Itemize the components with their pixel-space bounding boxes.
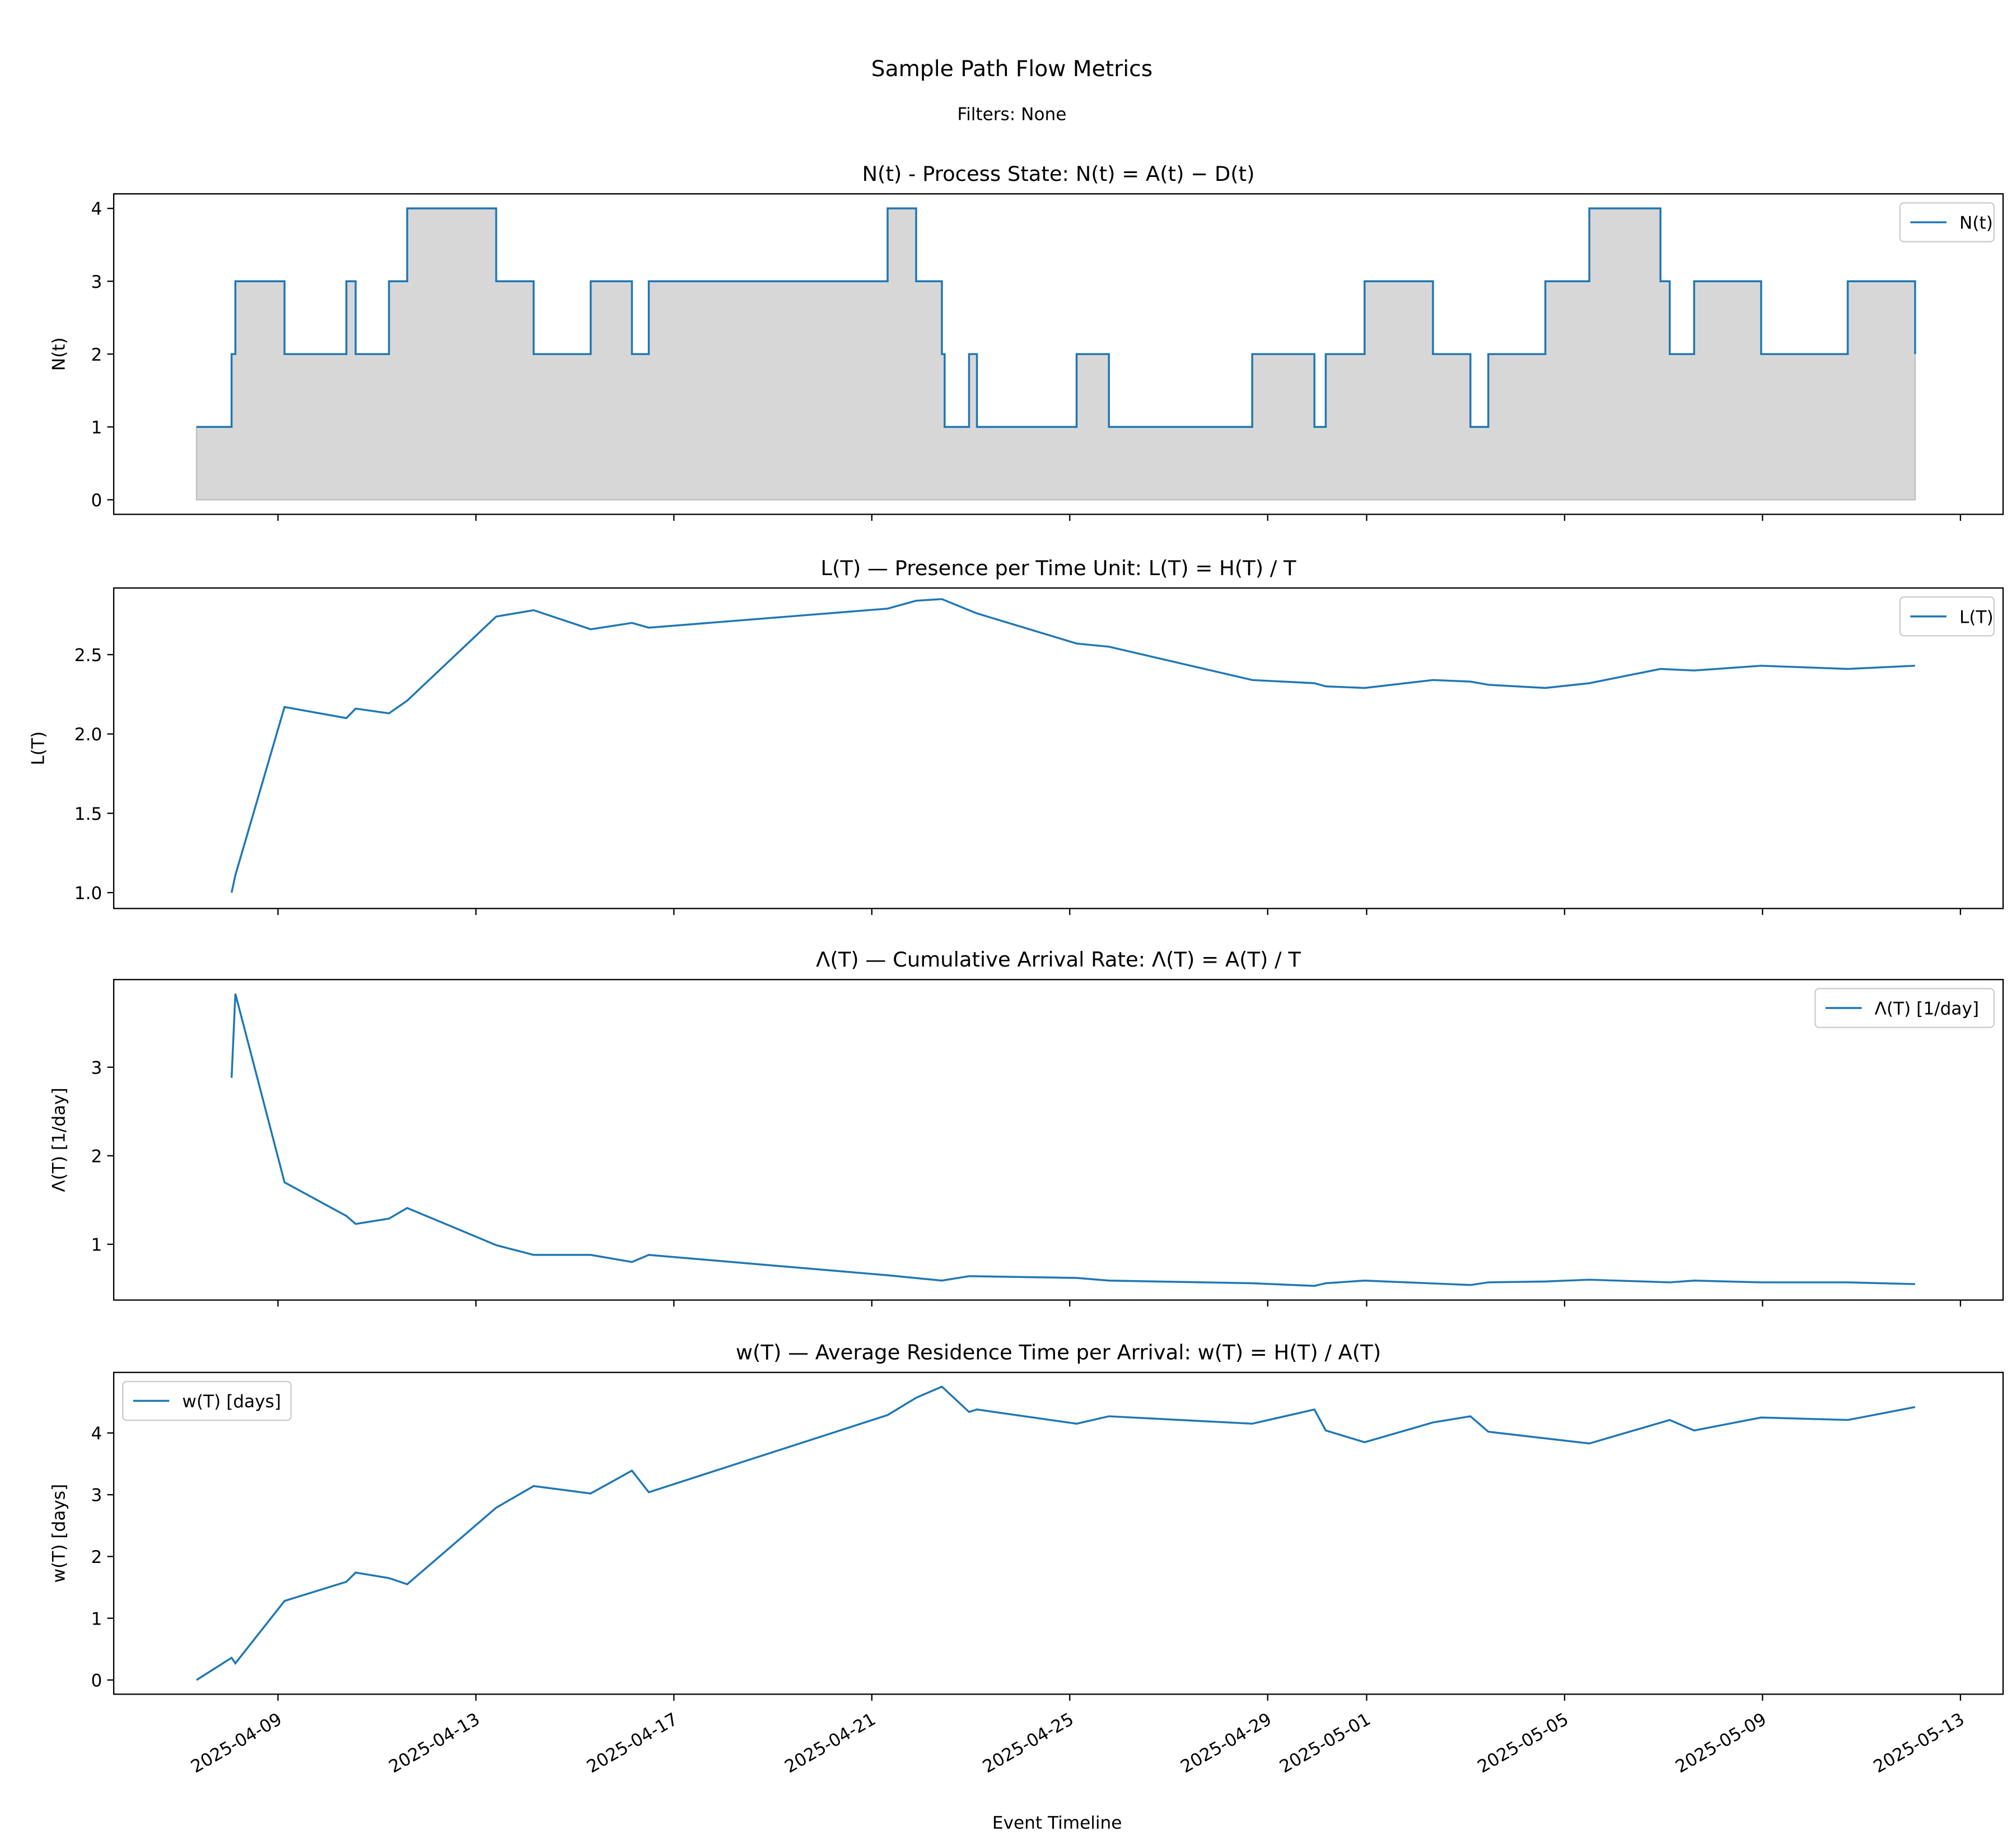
legend-label: N(t) — [1959, 213, 1993, 233]
legend-box — [1814, 988, 1995, 1028]
series-line — [230, 598, 1915, 893]
series-line — [196, 207, 1916, 428]
y-axis-label: w(T) [days] — [49, 1484, 69, 1583]
y-tick-label: 3 — [91, 1058, 102, 1078]
legend: L(T) — [1899, 596, 1995, 637]
legend-box — [122, 1380, 292, 1421]
legend-box — [1899, 202, 1995, 242]
y-tick-label: 4 — [91, 199, 102, 220]
y-tick-label: 2 — [91, 345, 102, 365]
legend-label: w(T) [days] — [182, 1392, 281, 1412]
legend-box — [1899, 596, 1995, 637]
y-axis-label: L(T) — [28, 731, 48, 766]
x-tick-label: 2025-04-09 — [188, 1709, 286, 1777]
legend: N(t) — [1899, 202, 1995, 242]
x-tick-label: 2025-05-13 — [1870, 1709, 1968, 1777]
y-tick-label: 2 — [91, 1146, 102, 1166]
legend-label: Λ(T) [1/day] — [1875, 999, 1979, 1019]
area-fill — [195, 208, 1916, 501]
panel-4: w(T) — Average Residence Time per Arriva… — [49, 1341, 2004, 1777]
panel-title: L(T) — Presence per Time Unit: L(T) = H(… — [820, 556, 1296, 580]
y-tick-label: 1.5 — [74, 804, 102, 824]
x-tick-label: 2025-05-05 — [1474, 1709, 1572, 1777]
y-tick-label: 2 — [91, 1547, 102, 1567]
figure-subtitle: Filters: None — [957, 105, 1066, 125]
legend: w(T) [days] — [122, 1380, 292, 1421]
y-tick-label: 0 — [91, 1671, 102, 1691]
y-axis-label: Λ(T) [1/day] — [49, 1088, 69, 1192]
panel-3: Λ(T) — Cumulative Arrival Rate: Λ(T) = A… — [49, 948, 2004, 1307]
x-tick-label: 2025-04-17 — [584, 1709, 682, 1777]
x-tick-label: 2025-04-13 — [385, 1709, 483, 1777]
axes-frame — [113, 1371, 2004, 1695]
y-tick-label: 3 — [91, 1486, 102, 1506]
axes-frame — [113, 587, 2004, 909]
y-tick-label: 1.0 — [74, 884, 102, 904]
x-tick-label: 2025-05-09 — [1672, 1709, 1770, 1777]
axes-frame — [113, 979, 2004, 1301]
x-tick-label: 2025-05-01 — [1276, 1709, 1374, 1777]
x-tick-label: 2025-04-25 — [979, 1709, 1077, 1777]
y-tick-label: 1 — [91, 1235, 102, 1255]
figure-title: Sample Path Flow Metrics — [871, 57, 1153, 82]
legend-label: L(T) — [1959, 607, 1994, 627]
y-tick-label: 0 — [91, 491, 102, 511]
y-tick-label: 2.5 — [74, 646, 102, 666]
y-tick-label: 2.0 — [74, 725, 102, 745]
panel-title: Λ(T) — Cumulative Arrival Rate: Λ(T) = A… — [816, 948, 1301, 972]
y-tick-label: 1 — [91, 418, 102, 438]
series-line — [196, 1385, 1916, 1681]
panel-title: w(T) — Average Residence Time per Arriva… — [736, 1341, 1381, 1365]
y-axis-label: N(t) — [49, 337, 69, 371]
panel-2: L(T) — Presence per Time Unit: L(T) = H(… — [28, 556, 2004, 915]
y-tick-label: 1 — [91, 1609, 102, 1629]
panel-1: N(t) - Process State: N(t) = A(t) − D(t)… — [49, 162, 2004, 521]
y-tick-label: 3 — [91, 272, 102, 292]
panel-title: N(t) - Process State: N(t) = A(t) − D(t) — [862, 162, 1254, 186]
y-tick-label: 4 — [91, 1424, 102, 1444]
legend: Λ(T) [1/day] — [1814, 988, 1995, 1028]
x-axis-label: Event Timeline — [992, 1813, 1122, 1833]
series-line — [230, 993, 1915, 1287]
x-tick-label: 2025-04-29 — [1177, 1709, 1275, 1777]
x-tick-label: 2025-04-21 — [781, 1709, 879, 1777]
